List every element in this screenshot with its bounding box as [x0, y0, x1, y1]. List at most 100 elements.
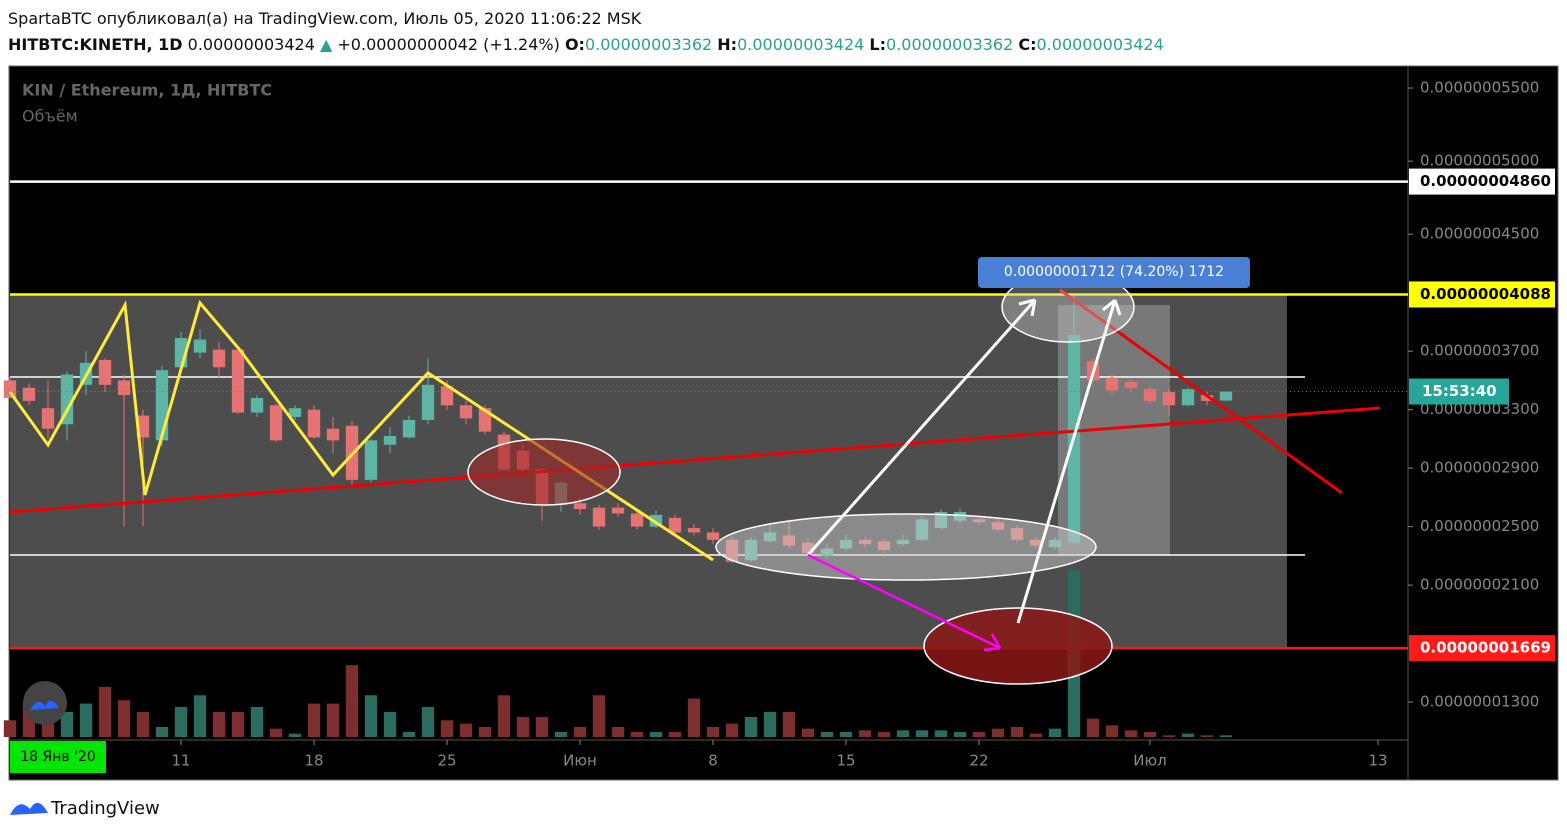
x-tick-label: 13 — [1368, 752, 1387, 770]
volume-bar — [782, 711, 796, 737]
y-tick-label: 0.00000002900 — [1420, 459, 1539, 477]
candle-body — [22, 387, 36, 401]
candle-body — [1200, 395, 1214, 401]
volume-bar — [896, 730, 910, 737]
chart-subtitle: Объём — [22, 107, 78, 126]
volume-bar — [364, 695, 378, 737]
l-label: L: — [869, 35, 887, 54]
volume-bar — [402, 731, 416, 737]
header: SpartaBTC опубликовал(а) на TradingView.… — [8, 6, 1164, 58]
y-tick-label: 0.00000003300 — [1420, 400, 1539, 418]
volume-bar — [934, 730, 948, 737]
volume-bar — [345, 665, 359, 737]
level-tag — [1409, 168, 1555, 195]
x-tick-label: 22 — [969, 752, 988, 770]
candle-body — [592, 507, 606, 527]
volume-bar — [193, 695, 207, 737]
level-tag — [1409, 635, 1555, 662]
candle-body — [326, 428, 340, 441]
volume-bar — [820, 731, 834, 737]
measure-box — [978, 257, 1250, 288]
chart-title: KIN / Ethereum, 1Д, HITBTC — [22, 81, 272, 100]
logo-badge — [23, 681, 67, 725]
volume-bar — [1105, 725, 1119, 737]
last: 0.00000003424 — [187, 35, 315, 54]
o: 0.00000003362 — [584, 35, 713, 54]
candle-body — [3, 380, 17, 398]
x-tick-label: 11 — [171, 752, 190, 770]
candle-body — [231, 349, 245, 413]
candle-body — [687, 528, 701, 533]
volume-bar — [60, 711, 74, 737]
volume-bar — [972, 731, 986, 737]
candle-body — [1105, 377, 1119, 391]
volume-bar — [478, 726, 492, 737]
y-tick-label: 0.00000002100 — [1420, 576, 1539, 594]
trendline — [9, 406, 1381, 514]
x-tick-label: 25 — [437, 752, 456, 770]
volume-bar — [288, 733, 302, 737]
candle-body — [60, 374, 74, 425]
logo-cloud — [30, 700, 59, 710]
level-label: 0.00000001669 — [1420, 639, 1551, 657]
up-arrow: ▲ — [319, 35, 333, 54]
volume-bar — [1219, 735, 1233, 737]
volume-bar — [79, 703, 93, 737]
candle-body — [269, 405, 283, 441]
volume-bar — [231, 711, 245, 737]
brand-logo — [10, 802, 48, 815]
volume-bar — [1029, 733, 1043, 737]
volume-bar — [592, 695, 606, 737]
volume-bar — [459, 723, 473, 737]
volume-bar — [98, 686, 112, 737]
x-tick-label: 18 — [304, 752, 323, 770]
volume-bar — [250, 706, 264, 737]
volume-bar — [326, 703, 340, 737]
volume-bar — [1162, 735, 1176, 737]
candle-body — [611, 507, 625, 514]
candle-body — [402, 419, 416, 438]
volume-bar — [858, 730, 872, 737]
volume-bar — [1181, 733, 1195, 737]
c: 0.00000003424 — [1036, 35, 1164, 54]
volume-bar — [1143, 731, 1157, 737]
candle-body — [117, 380, 131, 396]
drawings: 0.00000001712 (74.20%) 1712 — [8, 257, 1381, 685]
volume-bar — [535, 716, 549, 737]
arrow — [807, 553, 1002, 652]
ellipse — [715, 513, 1097, 581]
candle-body — [668, 517, 682, 533]
level-label: 0.00000004088 — [1420, 285, 1551, 303]
volume-bar — [1086, 718, 1100, 737]
x-tick-label: Июн — [563, 752, 597, 770]
candle-body — [193, 339, 207, 353]
volume-bar — [497, 695, 511, 737]
level-tag — [1409, 281, 1555, 308]
candle-body — [1219, 391, 1233, 401]
volume-bar — [383, 711, 397, 737]
cursor-tag — [10, 741, 106, 773]
l: 0.00000003362 — [886, 35, 1014, 54]
measure-label: 0.00000001712 (74.20%) 1712 — [1004, 264, 1224, 280]
author-line: SpartaBTC опубликовал(а) на TradingView.… — [8, 9, 642, 28]
x-tick-label: 15 — [836, 752, 855, 770]
plot — [3, 294, 1305, 737]
volume-bar — [269, 728, 283, 737]
volume-bar — [1048, 728, 1062, 737]
volume-bar — [1010, 726, 1024, 737]
volume-bar — [3, 720, 17, 737]
volume-bar — [744, 716, 758, 737]
volume-bar — [725, 723, 739, 737]
volume-bar — [117, 700, 131, 737]
arrow — [806, 298, 1037, 556]
volume-bar — [516, 716, 530, 737]
y-tick-label: 0.00000002500 — [1420, 517, 1539, 535]
x-tick-label: Июл — [1133, 752, 1166, 770]
volume-bar — [440, 720, 454, 737]
cursor-label: 18 Янв '20 — [20, 749, 96, 765]
candle-body — [155, 370, 169, 441]
candle-body — [573, 503, 587, 510]
volume-bar — [839, 731, 853, 737]
volume-bar — [554, 731, 568, 737]
brand: TradingView — [50, 798, 160, 819]
